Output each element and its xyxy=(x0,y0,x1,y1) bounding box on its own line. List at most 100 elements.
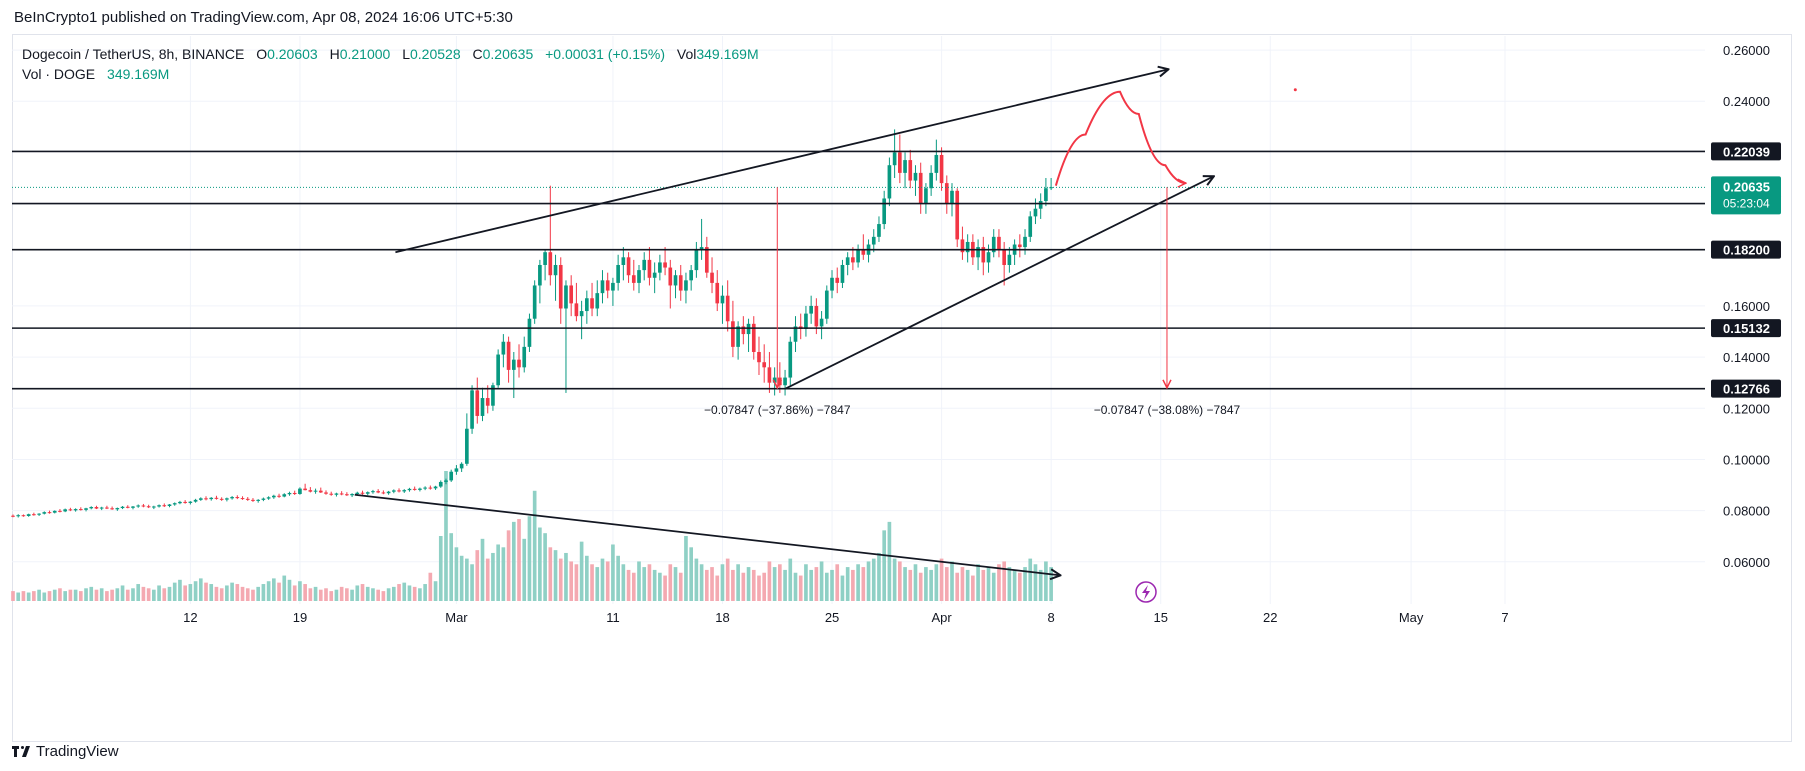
candle xyxy=(110,508,114,510)
candle xyxy=(715,282,720,304)
candle xyxy=(371,491,375,493)
candle xyxy=(757,351,761,363)
volume-bar xyxy=(783,569,787,601)
candle xyxy=(678,275,683,291)
candle xyxy=(877,224,881,237)
volume-bar xyxy=(694,558,699,601)
candle xyxy=(198,498,203,500)
candle xyxy=(136,505,141,507)
volume-bar xyxy=(376,589,380,601)
volume-bar xyxy=(981,569,986,601)
volume-bar xyxy=(120,585,125,601)
footer-brand[interactable]: TradingView xyxy=(12,743,119,760)
volume-bar xyxy=(501,547,506,601)
candle xyxy=(788,341,793,378)
volume-bar xyxy=(251,589,255,601)
volume-bar xyxy=(605,561,610,601)
candle xyxy=(146,506,151,508)
volume-bar xyxy=(412,586,417,601)
volume-bar xyxy=(475,550,480,601)
candle xyxy=(26,514,31,516)
candle xyxy=(105,507,109,509)
volume-bar xyxy=(997,564,1001,601)
volume-bar xyxy=(710,567,714,601)
volume-bar xyxy=(125,589,130,601)
legend-volume-series[interactable]: Vol · DOGE xyxy=(22,66,96,82)
candle xyxy=(475,390,480,416)
candle xyxy=(944,183,949,204)
volume-bar xyxy=(292,585,297,601)
volume-bar xyxy=(272,578,276,601)
candle xyxy=(16,515,21,517)
x-tick-label: 19 xyxy=(293,610,307,625)
candle xyxy=(1049,187,1053,189)
volume-bar xyxy=(971,575,975,601)
candle xyxy=(99,507,104,509)
volume-bar xyxy=(365,586,370,601)
volume-bar xyxy=(209,584,214,601)
volume-bar xyxy=(1007,567,1012,601)
candle xyxy=(334,493,339,495)
candle xyxy=(725,295,730,322)
y-tick-label: 0.06000 xyxy=(1723,555,1770,570)
candle xyxy=(162,505,167,507)
volume-bar xyxy=(204,582,208,601)
level-label-box xyxy=(1711,319,1781,338)
candle xyxy=(459,463,464,469)
volume-bar xyxy=(26,592,31,601)
candle xyxy=(381,492,386,494)
volume-bar xyxy=(42,592,47,601)
candle xyxy=(647,259,652,278)
lightning-icon xyxy=(1135,581,1157,603)
candle xyxy=(840,264,845,283)
candle xyxy=(397,490,401,492)
volume-bar xyxy=(1049,567,1053,601)
volume-bar xyxy=(767,561,772,601)
volume-bar xyxy=(751,569,756,601)
volume-bar xyxy=(1002,561,1006,601)
candle xyxy=(731,321,735,347)
candle xyxy=(861,249,866,255)
candle xyxy=(845,257,850,265)
volume-bar xyxy=(423,584,427,601)
candle xyxy=(950,190,954,204)
candle xyxy=(511,359,516,370)
x-tick-label: 8 xyxy=(1048,610,1055,625)
volume-bar xyxy=(939,558,944,601)
volume-bar xyxy=(298,581,302,601)
time-axis[interactable]: 12 19 Mar 11 18 25 Apr 8 15 22 May 7 xyxy=(183,581,1509,625)
volume-bar xyxy=(407,585,412,601)
candle xyxy=(517,359,521,368)
volume-bar xyxy=(214,586,219,601)
x-tick-label: 11 xyxy=(606,610,620,625)
volume-bar xyxy=(788,558,793,601)
candle xyxy=(120,506,125,509)
volume-bar xyxy=(903,567,907,601)
volume-bar xyxy=(585,555,589,601)
x-tick-label: Mar xyxy=(445,610,468,625)
legend-vol: 349.169M xyxy=(696,46,759,62)
volume-bar xyxy=(115,588,120,601)
candle xyxy=(240,498,245,500)
volume-bar xyxy=(741,572,746,601)
candle xyxy=(470,390,474,429)
volume-bar xyxy=(960,567,965,601)
current-price-badge xyxy=(1711,176,1781,215)
volume-bar xyxy=(793,572,798,601)
candle xyxy=(694,249,699,271)
volume-bar xyxy=(840,575,845,601)
candle xyxy=(637,270,641,283)
volume-bar xyxy=(908,569,913,601)
candle xyxy=(642,259,647,271)
horizontal-levels xyxy=(12,150,1705,390)
chart-legend: Dogecoin / TetherUS, 8h, BINANCE O0.2060… xyxy=(22,44,759,84)
price-axis[interactable]: 0.220390.200000.182000.151320.127660.206… xyxy=(1711,43,1781,570)
x-tick-label: 7 xyxy=(1501,610,1508,625)
legend-low: 0.20528 xyxy=(410,46,461,62)
legend-symbol[interactable]: Dogecoin / TetherUS, 8h, BINANCE xyxy=(22,46,245,62)
tradingview-logo-icon xyxy=(12,745,31,758)
volume-bar xyxy=(553,550,558,601)
volume-bar xyxy=(527,516,532,601)
candle xyxy=(329,493,334,495)
